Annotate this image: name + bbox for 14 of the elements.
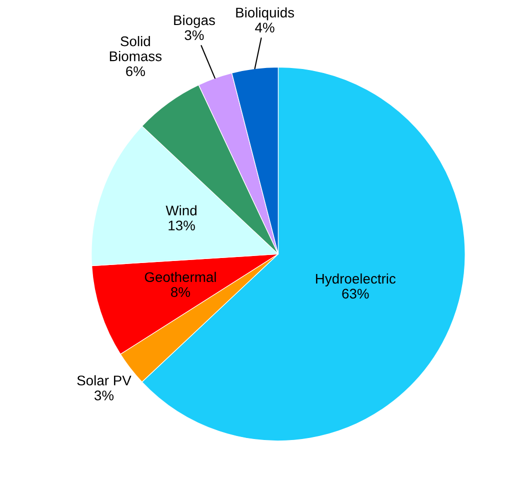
data-label: 6% (126, 66, 145, 76)
slice-label: Biogas (174, 14, 215, 28)
data-label: 4% (255, 22, 274, 32)
slice-label: Solid Biomass (110, 36, 162, 62)
slice-label: Wind (166, 205, 196, 216)
data-label: 13% (168, 220, 195, 230)
data-label: 8% (171, 287, 190, 297)
slice-label: Bioliquids (236, 7, 294, 20)
slice-label: Hydroelectric (316, 273, 396, 286)
slice-label: Solar PV (77, 375, 132, 386)
data-label: 63% (342, 288, 369, 299)
slice-label: Geothermal (144, 272, 216, 282)
data-label: 3% (94, 390, 114, 400)
data-label: 3% (184, 30, 204, 40)
